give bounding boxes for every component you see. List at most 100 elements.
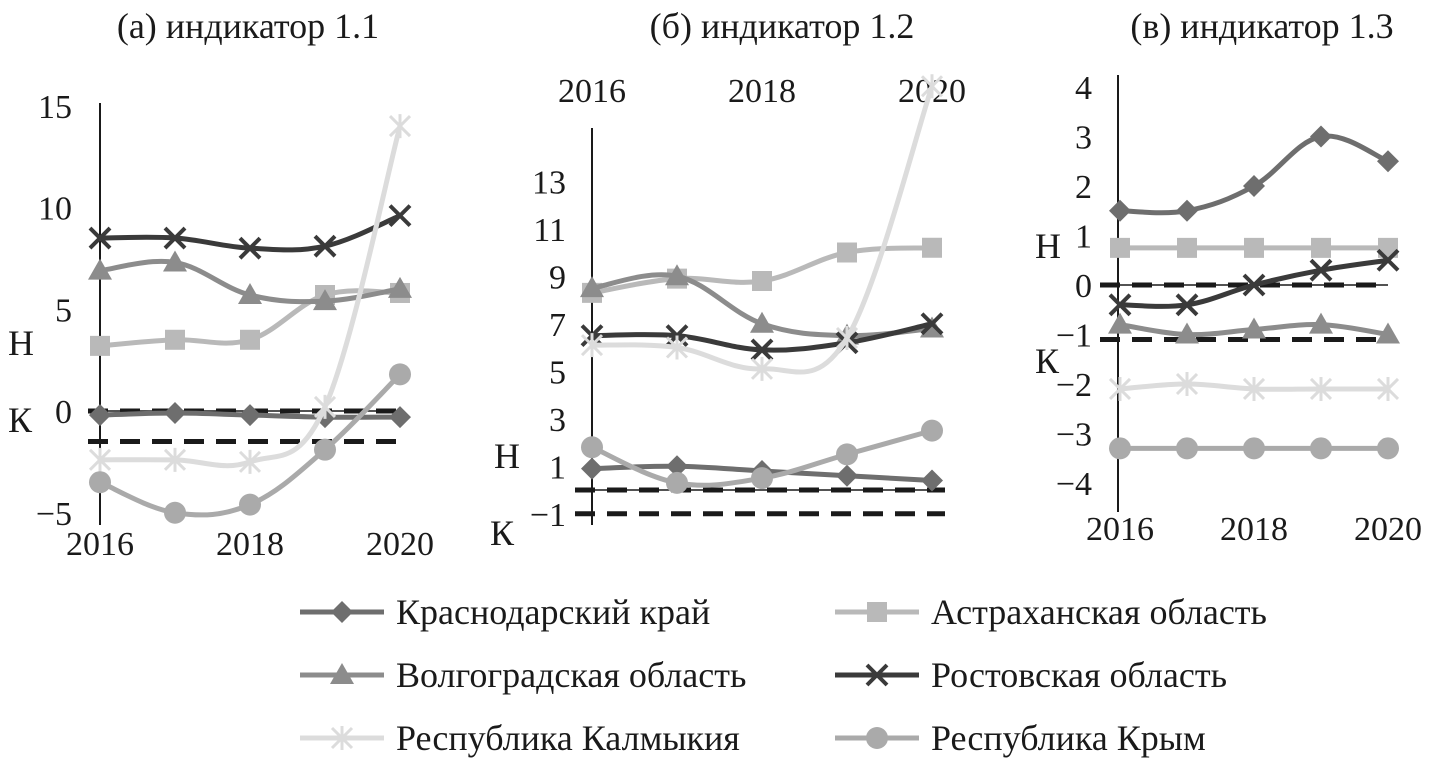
panel-c-point-crimea (1377, 437, 1399, 460)
panel-b-point-kalmykia (750, 356, 774, 381)
panel-a-point-astrakhan (90, 335, 110, 356)
panel-c-y-tick-label: −2 (1056, 367, 1092, 404)
panel-c-point-kalmykia (1175, 372, 1199, 396)
panel-c-point-crimea (1310, 437, 1332, 460)
panel-c-point-rostov (1108, 293, 1132, 317)
panel-c-series-krasnodar (1117, 133, 1391, 216)
legend-label: Астраханская область (931, 592, 1267, 632)
panel-a-point-crimea (89, 471, 111, 494)
panel-c-y-tick-label: −3 (1056, 417, 1092, 454)
panel-c-y-tick-label: 4 (1075, 70, 1092, 107)
panel-b-x-tick-label: 2016 (558, 73, 626, 110)
panel-a-series (88, 114, 412, 524)
panel-b-point-astrakhan (922, 237, 942, 258)
panel-b-point-crimea (751, 467, 773, 490)
panel-b-point-rostov (750, 338, 774, 362)
legend-item-kalmykia: Республика Калмыкия (300, 718, 740, 758)
panel-b-y-tick-label: 7 (549, 307, 566, 344)
panel-b-threshold-label-k: К (490, 513, 515, 553)
legend-marker (331, 601, 353, 623)
panel-c-point-volgograd (1242, 317, 1266, 339)
panel-c-point-astrakhan (1311, 237, 1331, 258)
panel-c-point-krasnodar (1377, 150, 1399, 173)
panel-a-y-tick-label: 15 (38, 89, 72, 126)
panel-a-point-astrakhan (240, 329, 260, 350)
panel-a-y-tick-label: 5 (55, 292, 72, 329)
panel-b-x-tick-label: 2018 (728, 73, 796, 110)
panel-b-point-krasnodar (836, 464, 858, 487)
panel-b-point-krasnodar (921, 469, 943, 492)
panel-a-point-volgograd (88, 258, 112, 280)
panel-b-point-crimea (666, 471, 688, 494)
panel-b-title: (б) индикатор 1.2 (650, 6, 915, 46)
panel-b-y-tick-label: 13 (532, 164, 566, 201)
panel-a-point-crimea (239, 493, 261, 516)
panel-b-y-tick-label: 9 (549, 259, 566, 296)
panel-b-point-kalmykia (920, 74, 944, 99)
panel-b-threshold-label-n: Н (494, 436, 520, 476)
panel-b-thresholds: НК (490, 436, 945, 553)
panel-c-point-astrakhan (1177, 237, 1197, 258)
legend-marker (866, 727, 888, 749)
panel-a-x-tick-label: 2018 (216, 526, 284, 563)
panel-c-y-tick-label: −4 (1056, 466, 1092, 503)
legend-label: Волгоградская область (396, 655, 746, 695)
legend-label: Ростовская область (931, 655, 1227, 695)
panel-a-title: (а) индикатор 1.1 (117, 6, 379, 46)
panel-c-point-rostov (1309, 258, 1333, 282)
panel-c-point-krasnodar (1176, 199, 1198, 222)
legend-item-astrakhan: Астраханская область (835, 592, 1267, 632)
panel-a-y-tick-label: 0 (55, 394, 72, 431)
panel-c-point-astrakhan (1244, 237, 1264, 258)
panel-a-x-tick-label: 2016 (66, 526, 134, 563)
legend-item-rostov: Ростовская область (835, 655, 1227, 695)
panel-b-y-tick-label: 11 (533, 212, 566, 249)
panel-c-x-tick-label: 2020 (1354, 511, 1422, 548)
panel-a-point-krasnodar (239, 404, 261, 427)
panel-b-point-volgograd (665, 264, 689, 286)
panel-c-x-tick-label: 2016 (1086, 511, 1154, 548)
legend-item-krasnodar: Краснодарский край (300, 592, 710, 632)
panel-a-point-rostov (88, 226, 112, 250)
panel-a-series-kalmykia (97, 123, 403, 469)
chart-legend: Краснодарский край Астраханская область Во… (300, 592, 1267, 758)
panel-a-point-rostov (238, 236, 262, 260)
panel-c: (в) индикатор 1.3 4 3 2 1 0 −1 −2 −3 −4 2016 2018… (1035, 6, 1422, 548)
legend-marker (330, 726, 354, 750)
panel-c-point-rostov (1175, 293, 1199, 317)
panel-c-point-krasnodar (1310, 125, 1332, 148)
panel-b-point-rostov (920, 312, 944, 336)
panel-b-point-astrakhan (752, 271, 772, 291)
panel-c-point-kalmykia (1242, 376, 1266, 401)
panel-c-point-crimea (1243, 437, 1265, 460)
panel-b-y-tick-label: −1 (530, 497, 566, 534)
legend-marker (867, 602, 887, 622)
panel-c-x-ticks: 2016 2018 2020 (1086, 511, 1422, 548)
panel-c-y-tick-label: 3 (1075, 120, 1092, 157)
panel-a-point-rostov (163, 226, 187, 250)
panel-b-series-kalmykia (589, 83, 935, 375)
panel-b-x-ticks: 2016 2018 2020 (558, 73, 966, 110)
panel-a-point-kalmykia (238, 449, 262, 474)
panel-b-point-kalmykia (835, 326, 859, 350)
legend-label: Республика Крым (931, 718, 1206, 758)
legend-item-volgograd: Волгоградская область (300, 655, 746, 695)
panel-c-point-rostov (1376, 248, 1400, 272)
panel-a-point-rostov (388, 204, 412, 228)
panel-c-point-kalmykia (1309, 376, 1333, 401)
panel-b-point-astrakhan (837, 242, 857, 263)
panel-b-point-kalmykia (580, 333, 604, 358)
panel-c-x-tick-label: 2018 (1220, 511, 1288, 548)
legend-item-crimea: Республика Крым (835, 718, 1206, 758)
panel-a-series-rostov (97, 213, 403, 253)
panel-a-point-crimea (164, 501, 186, 524)
panel-a-point-volgograd (313, 289, 337, 311)
panel-a-point-kalmykia (88, 447, 112, 472)
panel-b-y-tick-label: 5 (549, 354, 566, 391)
legend-marker (865, 663, 889, 687)
panel-a-point-crimea (389, 363, 411, 386)
panel-a-point-krasnodar (389, 406, 411, 429)
